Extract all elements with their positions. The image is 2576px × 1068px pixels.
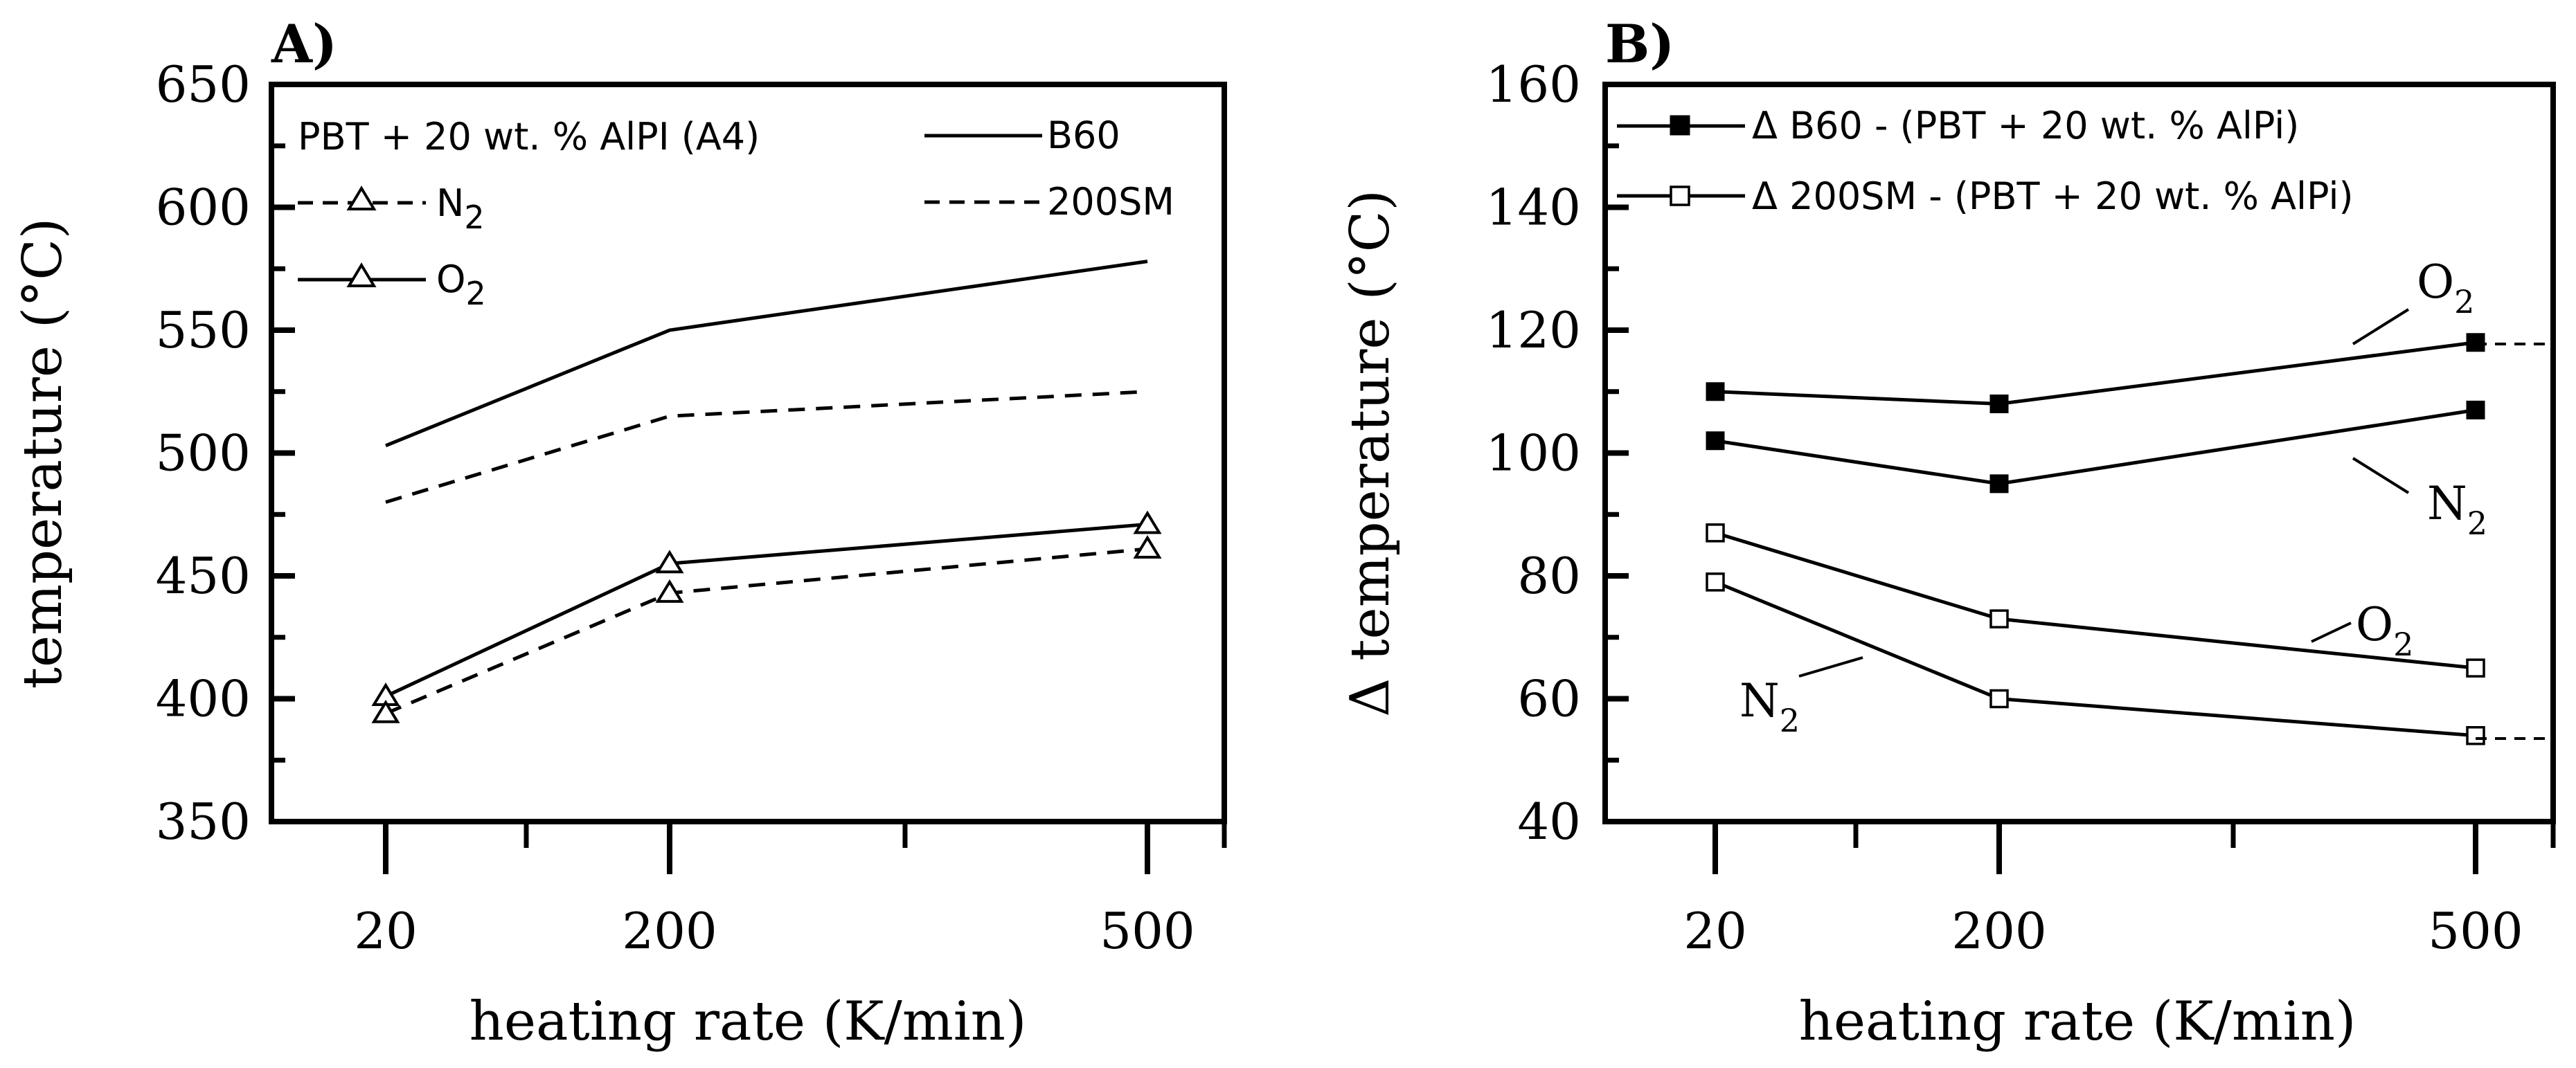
data-point — [1989, 689, 2009, 709]
y-tick-label: 80 — [1517, 547, 1581, 605]
panel-b-legend-b60: Δ B60 - (PBT + 20 wt. % AlPi) — [1617, 104, 2299, 147]
panel-b-legend-200sm-label: Δ 200SM - (PBT + 20 wt. % AlPi) — [1752, 174, 2354, 218]
series-line — [385, 547, 1148, 716]
y-tick-label: 500 — [156, 424, 251, 482]
panel-b-label: B) — [1605, 13, 1674, 75]
annotation-leader — [2352, 308, 2410, 345]
annotation-label: N2 — [2427, 477, 2487, 542]
panel-a-legend-o2: O2 — [298, 257, 486, 312]
panel-b-legend-200sm: Δ 200SM - (PBT + 20 wt. % AlPi) — [1617, 174, 2354, 218]
data-point — [655, 579, 684, 603]
panel-b-series — [1706, 333, 2485, 745]
y-tick-label: 650 — [156, 55, 251, 114]
data-point — [1706, 572, 1725, 592]
annotation-b60-o2: O2 — [2352, 255, 2474, 345]
filled-square-icon — [1670, 115, 1690, 136]
series-line — [385, 390, 1148, 504]
panel-b-y-axis-title: Δ temperature (°C) — [1339, 190, 1402, 717]
annotation-label: N2 — [1739, 674, 1800, 739]
panel-b-y-ticks: 40 60 80 100 120 140 160 — [1486, 55, 1629, 851]
data-point — [655, 550, 684, 574]
data-point — [1989, 474, 2009, 494]
annotation-200sm-n2: N2 — [1739, 656, 1863, 739]
x-tick-label: 200 — [622, 902, 717, 960]
panel-a-legend-200sm: 200SM — [924, 180, 1174, 224]
annotation-leader — [2352, 457, 2410, 494]
data-point — [2466, 333, 2485, 352]
y-tick-label: 400 — [156, 670, 251, 728]
y-tick-label: 140 — [1486, 179, 1581, 237]
panel-a-series — [371, 260, 1162, 723]
y-tick-label: 60 — [1517, 670, 1581, 728]
y-tick-label: 100 — [1486, 424, 1581, 482]
x-tick-label: 20 — [354, 902, 418, 960]
series-line — [1715, 408, 2476, 486]
panel-b-legend-b60-label: Δ B60 - (PBT + 20 wt. % AlPi) — [1752, 104, 2299, 147]
annotation-leader — [2311, 622, 2352, 643]
data-point — [1706, 382, 1725, 401]
panel-a-legend-n2-label: N2 — [436, 181, 485, 236]
data-point — [2466, 400, 2485, 419]
panel-a: A) 350 400 450 500 550 600 650 20 200 500 PBT + … — [12, 13, 1227, 1053]
series-line — [384, 522, 1148, 698]
data-point — [2466, 658, 2485, 678]
series-line — [1715, 341, 2476, 406]
x-tick-label: 200 — [1951, 902, 2046, 960]
annotation-label: O2 — [2356, 598, 2413, 663]
open-triangle-icon — [346, 262, 377, 287]
panel-a-x-axis-title: heating rate (K/min) — [469, 990, 1027, 1053]
panel-a-legend-b60-label: B60 — [1047, 114, 1120, 157]
panel-a-label: A) — [271, 13, 337, 75]
y-tick-label: 160 — [1486, 55, 1581, 114]
series-line — [385, 260, 1148, 448]
data-point — [1133, 510, 1162, 534]
panel-b-x-axis-title: heating rate (K/min) — [1799, 990, 2356, 1053]
annotation-b60-n2: N2 — [2352, 457, 2487, 542]
open-triangle-icon — [346, 185, 377, 210]
data-point — [1989, 609, 2009, 628]
panel-a-legend-title: PBT + 20 wt. % AlPI (A4) — [298, 115, 760, 159]
panel-a-x-ticks: 20 200 500 — [354, 822, 1227, 960]
annotation-label: O2 — [2417, 255, 2474, 320]
x-tick-label: 500 — [1100, 902, 1195, 960]
y-tick-label: 350 — [156, 793, 251, 851]
y-tick-label: 40 — [1517, 793, 1581, 851]
panel-b-legend: Δ B60 - (PBT + 20 wt. % AlPi) Δ 200SM - … — [1617, 104, 2354, 218]
panel-a-legend-b60: B60 — [924, 114, 1120, 157]
panel-a-legend-o2-label: O2 — [436, 257, 486, 312]
panel-b: B) 40 60 80 100 120 140 160 20 200 500 Δ B60 - (… — [1339, 13, 2556, 1053]
data-point — [1706, 523, 1725, 543]
panel-b-x-ticks: 20 200 500 — [1683, 822, 2556, 960]
data-point — [1133, 535, 1162, 559]
x-tick-label: 500 — [2428, 902, 2523, 960]
x-tick-label: 20 — [1683, 902, 1747, 960]
panel-a-y-ticks: 350 400 450 500 550 600 650 — [156, 55, 295, 851]
panel-a-y-axis-title: temperature (°C) — [12, 218, 74, 689]
data-point — [2466, 726, 2485, 745]
data-point — [1989, 395, 2009, 413]
y-tick-label: 600 — [156, 179, 251, 237]
open-square-icon — [1670, 185, 1690, 206]
data-point — [1706, 431, 1725, 451]
data-point — [371, 699, 400, 723]
annotation-leader — [1798, 656, 1863, 678]
panel-a-legend-200sm-label: 200SM — [1047, 180, 1174, 224]
panel-a-legend-n2: N2 — [298, 181, 485, 236]
annotation-200sm-o2: O2 — [2311, 598, 2413, 663]
y-tick-label: 550 — [156, 301, 251, 359]
panel-a-legend: PBT + 20 wt. % AlPI (A4) N2 O2 B60 200SM — [298, 114, 1174, 312]
y-tick-label: 120 — [1486, 301, 1581, 359]
panel-b-annotations: O2 N2 O2 N2 — [1739, 255, 2487, 739]
y-tick-label: 450 — [156, 547, 251, 605]
